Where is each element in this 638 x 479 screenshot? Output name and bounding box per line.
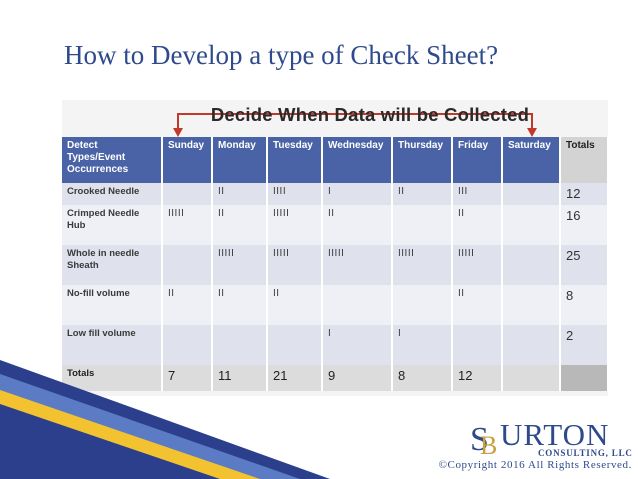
header-cell: Saturday xyxy=(502,137,561,183)
tally-cell xyxy=(502,205,561,245)
header-cell: Thursday xyxy=(392,137,453,183)
table-row: Whole in needle Sheath IIIII IIIII IIIII… xyxy=(62,245,609,285)
tally-cell: IIII xyxy=(267,183,323,205)
tally-cell: III xyxy=(452,183,503,205)
company-logo: S B URTON CONSULTING, LLC xyxy=(468,417,634,460)
tally-cell: I xyxy=(392,325,453,365)
tally-cell: II xyxy=(452,285,503,325)
tally-cell: I xyxy=(322,325,393,365)
tally-cell: II xyxy=(322,205,393,245)
tally-cell: IIIII xyxy=(392,245,453,285)
tally-cell xyxy=(502,183,561,205)
svg-text:S: S xyxy=(470,421,489,458)
table-row: Low fill volume I I 2 xyxy=(62,325,609,365)
tally-cell: II xyxy=(212,183,268,205)
row-label: Low fill volume xyxy=(62,325,163,365)
tally-cell: II xyxy=(162,285,213,325)
tally-cell: I xyxy=(322,183,393,205)
bracket-arrow-icon xyxy=(173,113,537,137)
tally-cell xyxy=(162,245,213,285)
tally-cell: II xyxy=(267,285,323,325)
tally-cell xyxy=(162,183,213,205)
tally-cell: II xyxy=(212,205,268,245)
tally-cell: IIIII xyxy=(267,245,323,285)
column-total: 12 xyxy=(452,365,503,391)
column-total: 11 xyxy=(212,365,268,391)
column-total: 9 xyxy=(322,365,393,391)
grand-total xyxy=(560,365,609,391)
tally-cell xyxy=(267,325,323,365)
tally-cell xyxy=(502,245,561,285)
copyright-notice: ©Copyright 2016 All Rights Reserved. xyxy=(438,459,632,471)
check-sheet-table: Detect Types/Event Occurrences Sunday Mo… xyxy=(62,137,609,391)
tally-cell: IIIII xyxy=(212,245,268,285)
header-cell: Monday xyxy=(212,137,268,183)
tally-cell xyxy=(212,325,268,365)
tally-cell: II xyxy=(452,205,503,245)
row-total: 8 xyxy=(560,285,609,325)
slide-title: How to Develop a type of Check Sheet? xyxy=(64,40,499,70)
column-total: 21 xyxy=(267,365,323,391)
logo-subtitle: CONSULTING, LLC xyxy=(538,448,633,458)
banner-heading: Decide When Data will be Collected xyxy=(210,104,530,125)
sb-monogram-icon: S B xyxy=(470,421,497,458)
tally-cell xyxy=(392,285,453,325)
table-header-row: Detect Types/Event Occurrences Sunday Mo… xyxy=(62,137,609,183)
tally-cell xyxy=(452,325,503,365)
table-row: No-fill volume II II II II 8 xyxy=(62,285,609,325)
tally-cell: II xyxy=(212,285,268,325)
tally-cell: IIIII xyxy=(452,245,503,285)
corner-swoosh-decoration xyxy=(0,360,330,479)
tally-cell: IIIII xyxy=(322,245,393,285)
row-total: 2 xyxy=(560,325,609,365)
table-row: Crooked Needle II IIII I II III 12 xyxy=(62,183,609,205)
row-label: Crimped Needle Hub xyxy=(62,205,163,245)
row-label: No-fill volume xyxy=(62,285,163,325)
row-total: 16 xyxy=(560,205,609,245)
tally-cell xyxy=(162,325,213,365)
row-label: Crooked Needle xyxy=(62,183,163,205)
column-total xyxy=(502,365,561,391)
tally-cell xyxy=(502,325,561,365)
row-label: Whole in needle Sheath xyxy=(62,245,163,285)
tally-cell: II xyxy=(392,183,453,205)
tally-cell xyxy=(502,285,561,325)
table-row: Crimped Needle Hub IIIII II IIIII II II … xyxy=(62,205,609,245)
totals-row-label: Totals xyxy=(62,365,163,391)
row-total: 25 xyxy=(560,245,609,285)
tally-cell: IIIII xyxy=(162,205,213,245)
totals-row: Totals 7 11 21 9 8 12 xyxy=(62,365,609,391)
logo-wordmark: URTON xyxy=(500,417,610,452)
tally-cell xyxy=(392,205,453,245)
header-cell: Tuesday xyxy=(267,137,323,183)
header-cell: Sunday xyxy=(162,137,213,183)
svg-text:B: B xyxy=(480,431,497,458)
check-sheet-figure: Decide When Data will be Collected Detec… xyxy=(62,100,609,396)
tally-cell: IIIII xyxy=(267,205,323,245)
column-total: 8 xyxy=(392,365,453,391)
tally-cell xyxy=(322,285,393,325)
header-cell: Wednesday xyxy=(322,137,393,183)
row-total: 12 xyxy=(560,183,609,205)
column-total: 7 xyxy=(162,365,213,391)
header-cell: Detect Types/Event Occurrences xyxy=(62,137,163,183)
header-cell: Friday xyxy=(452,137,503,183)
header-cell-totals: Totals xyxy=(560,137,609,183)
